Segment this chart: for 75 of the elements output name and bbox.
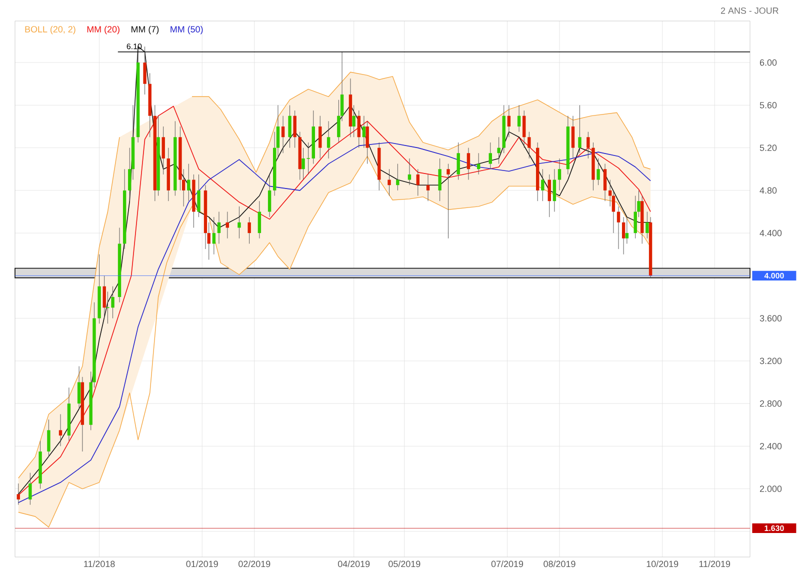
candlestick <box>28 472 32 506</box>
y-tick-label: 2.000 <box>760 486 782 492</box>
candlestick <box>357 110 361 148</box>
candlestick <box>77 366 81 410</box>
candlestick <box>625 216 629 244</box>
candlestick <box>388 168 391 196</box>
candlestick <box>488 142 492 170</box>
y-tick-label: 4.80 <box>760 187 777 194</box>
candlestick <box>258 200 262 239</box>
candlestick <box>466 148 470 180</box>
candlestick <box>268 174 272 218</box>
candlestick <box>522 110 526 148</box>
candlestick <box>497 136 500 164</box>
candlestick <box>47 419 50 458</box>
candlestick <box>541 168 544 202</box>
x-tick-label: 05/2019 <box>388 560 420 568</box>
candlestick <box>362 116 366 148</box>
candlestick <box>446 164 450 239</box>
candlestick <box>552 168 556 212</box>
y-tick-label: 3.200 <box>760 358 782 364</box>
candlestick <box>586 132 590 159</box>
text: 2 ANS - JOUR <box>720 7 778 14</box>
candlestick <box>293 110 296 148</box>
x-tick-label: 01/2019 <box>186 560 218 568</box>
candlestick <box>616 206 620 250</box>
candlestick <box>596 158 600 186</box>
text: BOLL (20, 2) <box>25 26 76 34</box>
x-tick-label: 07/2019 <box>491 560 524 568</box>
candlestick <box>318 116 322 159</box>
y-tick-label: 4.400 <box>760 230 782 236</box>
candlestick <box>507 104 511 138</box>
candlestick <box>408 158 412 186</box>
x-tick-label: 10/2019 <box>646 560 678 568</box>
y-tick-label: 2.400 <box>760 442 782 450</box>
candlestick <box>187 164 190 202</box>
x-tick-label: 11/2018 <box>84 560 115 568</box>
y-tick-label: 3.600 <box>760 315 782 322</box>
candlestick <box>281 116 285 154</box>
candlestick <box>622 216 626 255</box>
candlestick <box>426 174 430 202</box>
candlestick <box>288 104 292 148</box>
candlestick <box>528 132 531 159</box>
candlestick <box>571 116 575 159</box>
candlestick <box>212 216 216 255</box>
x-tick-label: 11/2019 <box>699 560 730 568</box>
candlestick <box>238 206 241 239</box>
x-tick-label: 04/2019 <box>338 560 370 568</box>
candlestick <box>16 483 20 506</box>
candlestick <box>646 211 649 239</box>
candlestick <box>248 216 251 244</box>
x-tick-label: 08/2019 <box>544 560 576 568</box>
candlestick <box>603 164 607 202</box>
candlestick <box>578 104 582 154</box>
candlestick <box>456 142 460 180</box>
candlestick <box>558 158 562 191</box>
candlestick <box>217 211 221 244</box>
candlestick <box>396 164 400 191</box>
candlestick <box>197 174 200 218</box>
y-tick-label: 2.800 <box>760 400 782 407</box>
candlestick <box>438 158 442 202</box>
candlestick <box>143 46 146 95</box>
y-tick-label: 5.60 <box>760 102 777 108</box>
candlestick <box>416 168 420 196</box>
text: MM (20) <box>87 26 120 34</box>
candlestick <box>517 104 521 132</box>
text: MM (50) <box>170 26 203 34</box>
candlestick <box>58 414 62 446</box>
x-tick-label: 02/2019 <box>238 560 270 568</box>
candlestick <box>352 104 356 138</box>
y-tick-label: 5.20 <box>760 144 777 151</box>
candlestick <box>162 126 165 175</box>
series-label: MM (7) <box>132 26 159 34</box>
candlestick <box>326 120 330 159</box>
candlestick <box>548 174 551 218</box>
y-tick-label: 6.00 <box>760 59 777 66</box>
